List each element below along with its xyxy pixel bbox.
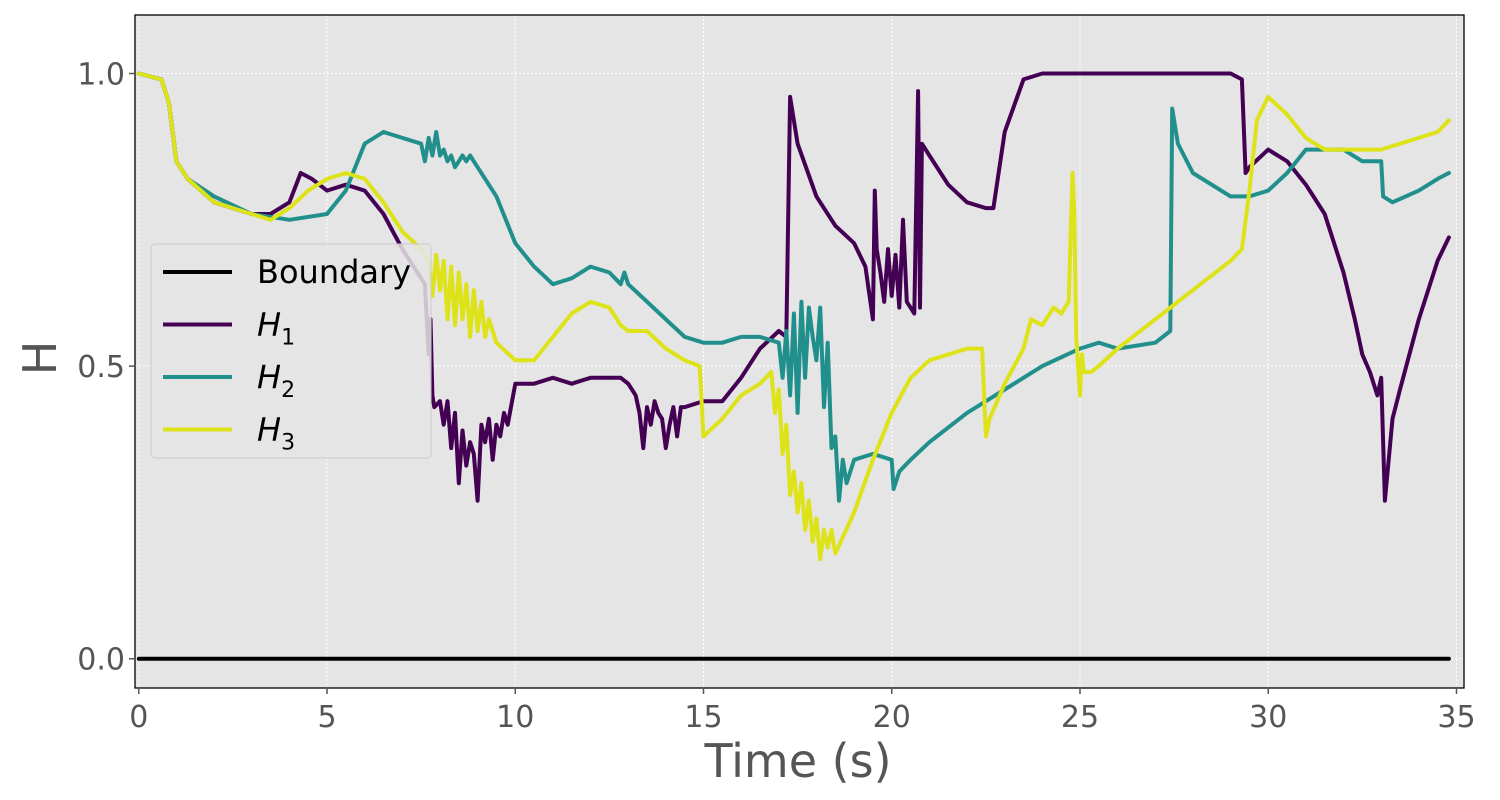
series-line-h-2 [136,71,1451,503]
x-tick-label: 25 [1061,700,1099,735]
legend-box [150,243,432,459]
legend-label: H3 [257,411,295,456]
legend-label: H2 [257,358,295,403]
y-axis-title: H [13,341,67,376]
y-tick-labels: 0.0 0.5 1.0 [77,58,125,678]
x-axis-title: Time (s) [703,734,891,788]
legend-entry-h-3: H3 [163,411,295,456]
x-tick-label: 0 [129,700,148,735]
series-layer [136,71,1451,661]
x-tick-labels: 0 5 10 15 20 25 30 35 [129,700,1475,735]
y-tick-label: 0.5 [77,350,125,385]
legend-label: Boundary [257,253,411,291]
legend: Boundary H1 H2 H3 [150,243,432,459]
legend-entry-h-1: H1 [163,306,295,351]
series-line-h-3 [136,71,1451,562]
x-tick-label: 30 [1249,700,1287,735]
legend-entry-h-2: H2 [163,358,295,403]
x-tick-label: 10 [496,700,534,735]
x-tick-label: 15 [684,700,722,735]
axis-ticks [129,72,1458,694]
x-tick-label: 35 [1437,700,1475,735]
plot-frame [134,14,1465,689]
legend-label: H1 [257,306,295,351]
y-tick-label: 0.0 [77,643,125,678]
x-tick-label: 5 [317,700,336,735]
legend-entry-boundary: Boundary [163,253,411,291]
x-tick-label: 20 [873,700,911,735]
y-tick-label: 1.0 [77,58,125,93]
